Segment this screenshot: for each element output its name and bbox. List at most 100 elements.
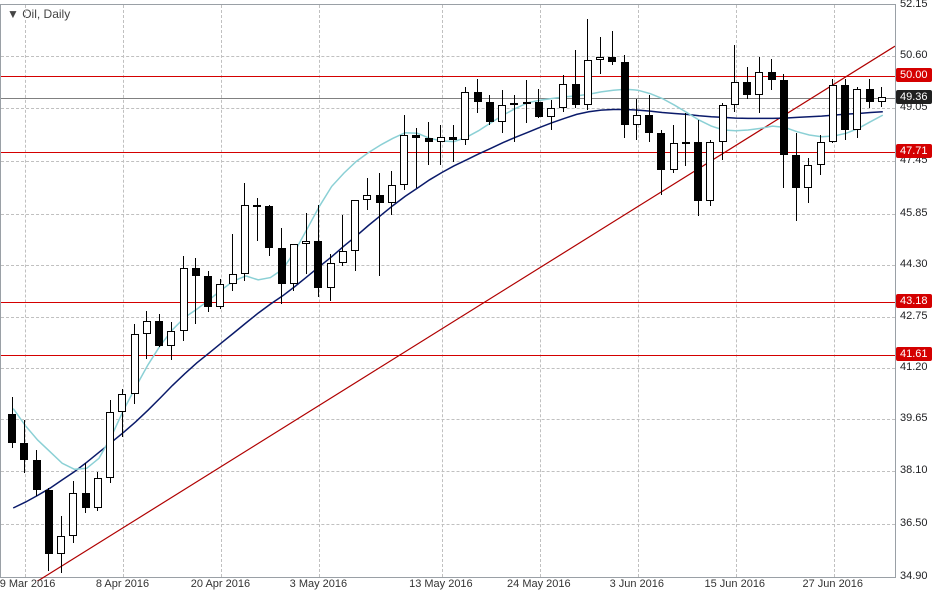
candle-body bbox=[241, 205, 249, 275]
x-tick-label: 8 Apr 2016 bbox=[96, 578, 149, 590]
y-gridline bbox=[1, 471, 895, 472]
x-tick-label: 15 Jun 2016 bbox=[705, 578, 766, 590]
current-price-line bbox=[1, 98, 895, 99]
candle-body bbox=[792, 155, 800, 188]
candle-body bbox=[474, 92, 482, 102]
x-tick-label: 3 May 2016 bbox=[290, 578, 347, 590]
candle-body bbox=[167, 331, 175, 346]
candle-wick bbox=[146, 311, 147, 359]
y-tick-label: 45.85 bbox=[900, 207, 928, 219]
candle-body bbox=[363, 195, 371, 200]
candle-body bbox=[400, 135, 408, 185]
candle-body bbox=[216, 284, 224, 307]
y-gridline bbox=[1, 317, 895, 318]
candle-body bbox=[253, 205, 261, 207]
candle-body bbox=[853, 89, 861, 130]
candle-wick bbox=[514, 95, 515, 141]
y-tick-label: 41.20 bbox=[900, 361, 928, 373]
candle-body bbox=[33, 460, 41, 490]
y-gridline bbox=[1, 56, 895, 57]
candle-body bbox=[621, 62, 629, 125]
level-line bbox=[1, 302, 895, 303]
candle-body bbox=[657, 133, 665, 169]
candle-body bbox=[290, 244, 298, 284]
candle-body bbox=[719, 105, 727, 141]
candle-body bbox=[461, 92, 469, 140]
candle-wick bbox=[440, 125, 441, 165]
x-tick-label: 3 Jun 2016 bbox=[610, 578, 664, 590]
candle-wick bbox=[453, 125, 454, 161]
candle-body bbox=[780, 80, 788, 155]
candle-body bbox=[180, 268, 188, 331]
x-gridline bbox=[25, 5, 26, 577]
candle-body bbox=[755, 72, 763, 95]
candle-body bbox=[45, 490, 53, 555]
y-tick-label: 36.50 bbox=[900, 517, 928, 529]
candle-body bbox=[829, 85, 837, 141]
candle-body bbox=[817, 142, 825, 165]
candle-body bbox=[559, 84, 567, 109]
candle-body bbox=[388, 185, 396, 203]
y-tick-label: 52.15 bbox=[900, 0, 928, 10]
candle-body bbox=[694, 142, 702, 202]
symbol-label: ▼ Oil, Daily bbox=[7, 7, 70, 21]
level-tag: 47.71 bbox=[896, 144, 932, 158]
candle-body bbox=[118, 394, 126, 412]
candle-body bbox=[339, 251, 347, 263]
candle-wick bbox=[379, 173, 380, 276]
level-tag: 50.00 bbox=[896, 68, 932, 82]
x-tick-label: 24 May 2016 bbox=[507, 578, 571, 590]
candle-body bbox=[584, 60, 592, 105]
candle-body bbox=[608, 57, 616, 62]
candle-body bbox=[82, 493, 90, 508]
candle-body bbox=[265, 206, 273, 247]
y-gridline bbox=[1, 524, 895, 525]
candle-body bbox=[302, 241, 310, 244]
y-gridline bbox=[1, 419, 895, 420]
x-gridline bbox=[319, 5, 320, 577]
candle-body bbox=[106, 412, 114, 478]
candle-body bbox=[57, 536, 65, 554]
y-tick-label: 38.10 bbox=[900, 464, 928, 476]
trendline bbox=[1, 46, 895, 581]
candle-body bbox=[351, 200, 359, 251]
candle-body bbox=[437, 137, 445, 142]
candle-wick bbox=[428, 122, 429, 165]
candle-body bbox=[412, 135, 420, 138]
candle-body bbox=[143, 321, 151, 334]
candle-wick bbox=[685, 113, 686, 166]
ma-fast bbox=[13, 89, 883, 469]
y-tick-label: 50.60 bbox=[900, 49, 928, 61]
level-tag: 43.18 bbox=[896, 294, 932, 308]
x-gridline bbox=[540, 5, 541, 577]
candle-body bbox=[8, 414, 16, 444]
candle-wick bbox=[600, 37, 601, 73]
x-tick-label: 29 Mar 2016 bbox=[0, 578, 55, 590]
candle-body bbox=[449, 137, 457, 140]
candle-body bbox=[706, 142, 714, 202]
ma-slow bbox=[13, 110, 883, 509]
y-tick-label: 44.30 bbox=[900, 258, 928, 270]
candle-body bbox=[376, 195, 384, 203]
x-gridline bbox=[442, 5, 443, 577]
y-tick-label: 42.75 bbox=[900, 310, 928, 322]
candle-body bbox=[596, 57, 604, 60]
y-gridline bbox=[1, 214, 895, 215]
y-gridline bbox=[1, 108, 895, 109]
x-tick-label: 27 Jun 2016 bbox=[802, 578, 863, 590]
candle-body bbox=[314, 241, 322, 287]
candle-body bbox=[535, 102, 543, 117]
candle-body bbox=[94, 478, 102, 508]
candle-body bbox=[743, 82, 751, 95]
candle-body bbox=[731, 82, 739, 105]
candle-body bbox=[878, 97, 886, 102]
candle-body bbox=[645, 115, 653, 133]
x-tick-label: 13 May 2016 bbox=[409, 578, 473, 590]
y-gridline bbox=[1, 265, 895, 266]
candle-body bbox=[155, 321, 163, 346]
x-gridline bbox=[638, 5, 639, 577]
y-gridline bbox=[1, 161, 895, 162]
candle-body bbox=[131, 334, 139, 394]
x-tick-label: 20 Apr 2016 bbox=[191, 578, 250, 590]
candle-body bbox=[425, 138, 433, 141]
